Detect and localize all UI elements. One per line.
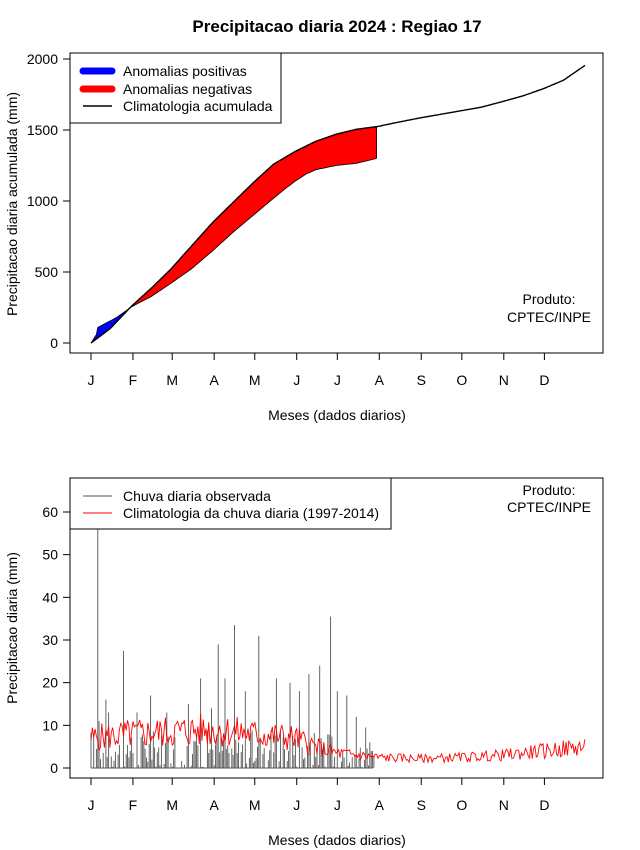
observed-bars [90,524,375,768]
y-axis-title: Precipitacao diaria (mm) [4,552,20,704]
climatology-cumulative-line [90,64,586,344]
legend-label-negative: Anomalias negativas [123,81,252,97]
x-tick-label: M [166,372,178,388]
y-tick-label: 500 [35,264,59,280]
legend: Chuva diaria observada Climatologia da c… [69,477,392,530]
legend-box [69,477,392,530]
y-axis-title: Precipitacao diaria acumulada (mm) [4,92,20,316]
y-axis-ticks: 0 500 1000 1500 2000 [27,51,70,351]
x-tick-label: N [499,797,509,813]
x-tick-label: F [129,797,138,813]
x-tick-label: M [249,372,261,388]
daily-chart: 0 10 20 30 40 50 60 J F M A M J J A S O N D [42,504,586,813]
y-tick-label: 10 [42,717,58,733]
climatology-daily-line [90,713,586,765]
y-tick-label: 30 [42,632,58,648]
annotation-cptec: CPTEC/INPE [507,499,591,515]
plot-frame [69,52,604,354]
x-tick-label: D [539,797,549,813]
x-axis-title: Meses (dados diarios) [268,407,406,423]
annotation-product: Produto: [523,482,576,498]
legend-label-positive: Anomalias positivas [123,63,247,79]
x-tick-label: F [129,372,138,388]
x-tick-label: S [417,372,426,388]
x-tick-label: A [209,372,219,388]
x-axis-title: Meses (dados diarios) [268,832,406,848]
y-tick-label: 20 [42,675,58,691]
annotation-cptec: CPTEC/INPE [507,309,591,325]
chart-title: Precipitacao diaria 2024 : Regiao 17 [192,17,481,36]
x-tick-label: J [293,372,300,388]
y-tick-label: 1500 [27,122,58,138]
x-tick-label: A [375,372,385,388]
negative-anomaly-area [91,126,377,343]
x-tick-label: D [539,372,549,388]
legend-label-observed: Chuva diaria observada [123,488,271,504]
x-tick-label: N [499,372,509,388]
x-tick-label: J [88,372,95,388]
cumulative-chart: 0 500 1000 1500 2000 J F M A M J J A S O N D [27,51,586,388]
y-axis-ticks: 0 10 20 30 40 50 60 [42,504,70,776]
x-tick-label: J [88,797,95,813]
y-tick-label: 1000 [27,193,58,209]
y-tick-label: 60 [42,504,58,520]
observed-cumulative-line [90,158,377,344]
x-tick-label: O [456,372,467,388]
legend-label-climatology: Climatologia da chuva diaria (1997-2014) [123,505,379,521]
x-tick-label: O [456,797,467,813]
annotation-product: Produto: [523,291,576,307]
y-tick-label: 50 [42,547,58,563]
x-tick-label: A [375,797,385,813]
y-tick-label: 0 [50,760,58,776]
x-tick-label: M [249,797,261,813]
legend: Anomalias positivas Anomalias negativas … [69,52,282,124]
y-tick-label: 40 [42,589,58,605]
legend-label-climatology: Climatologia acumulada [123,98,273,114]
x-tick-label: J [334,372,341,388]
x-tick-label: J [293,797,300,813]
y-tick-label: 2000 [27,51,58,67]
x-tick-label: A [209,797,219,813]
x-tick-label: M [166,797,178,813]
y-tick-label: 0 [50,335,58,351]
x-tick-label: S [417,797,426,813]
x-tick-label: J [334,797,341,813]
